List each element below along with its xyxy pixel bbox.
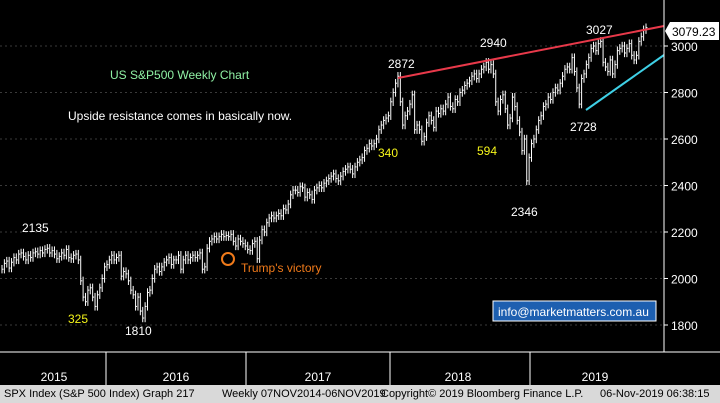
annotation-2940: 2940 [480, 36, 507, 50]
footer-index-label: SPX Index (S&P 500 Index) Graph 217 [4, 388, 195, 400]
y-tick-label: 2400 [671, 180, 698, 194]
annotation-trump-victory: Trump's victory [241, 261, 322, 275]
grid-lines [0, 45, 664, 326]
y-tick-label: 2600 [671, 133, 698, 147]
annotation-1810: 1810 [125, 324, 152, 338]
last-price-label: 3079.23 [672, 25, 716, 39]
annotation-2872: 2872 [388, 57, 415, 71]
last-price-marker: 3079.23 [665, 22, 719, 40]
price-series [1, 23, 648, 323]
trend-lines [397, 25, 665, 111]
y-tick-label: 2800 [671, 87, 698, 101]
resistance-line [397, 25, 665, 79]
y-axis: 1800 2000 2200 2400 2600 2800 3000 [663, 0, 698, 352]
annotation-340: 340 [378, 146, 398, 160]
chart-title: US S&P500 Weekly Chart [110, 68, 250, 82]
annotation-2346: 2346 [511, 205, 538, 219]
x-tick-label: 2017 [305, 370, 332, 384]
y-tick-label: 1800 [671, 319, 698, 333]
footer-timestamp: 06-Nov-2019 06:38:15 [600, 388, 710, 400]
annotation-2135: 2135 [22, 221, 49, 235]
chart-subtitle: Upside resistance comes in basically now… [68, 109, 292, 123]
watermark-box: info@marketmatters.com.au [492, 300, 657, 322]
x-tick-label: 2015 [41, 370, 68, 384]
y-tick-label: 2200 [671, 226, 698, 240]
x-tick-label: 2019 [582, 370, 609, 384]
annotation-325: 325 [68, 312, 88, 326]
trump-victory-marker [221, 252, 235, 266]
watermark-text: info@marketmatters.com.au [498, 305, 649, 319]
x-axis: 2015 2016 2017 2018 2019 [0, 351, 720, 385]
y-tick-label: 2000 [671, 273, 698, 287]
annotation-3027: 3027 [586, 23, 613, 37]
x-tick-label: 2016 [163, 370, 190, 384]
annotation-594: 594 [477, 144, 497, 158]
bloomberg-footer: SPX Index (S&P 500 Index) Graph 217 Week… [0, 385, 720, 403]
y-tick-label: 3000 [671, 40, 698, 54]
annotation-2728: 2728 [570, 120, 597, 134]
footer-copyright: Copyright© 2019 Bloomberg Finance L.P. [381, 388, 584, 400]
x-tick-label: 2018 [445, 370, 472, 384]
support-line [585, 54, 665, 111]
footer-period: Weekly 07NOV2014-06NOV2019 [222, 388, 386, 400]
